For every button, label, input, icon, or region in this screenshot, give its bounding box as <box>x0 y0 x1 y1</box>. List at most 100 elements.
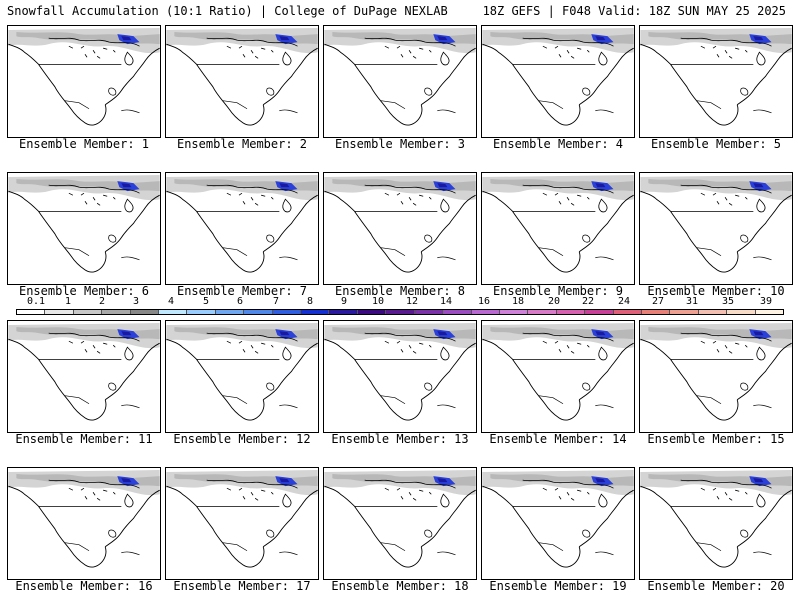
north-america-map <box>8 469 160 568</box>
ensemble-map-16 <box>7 467 161 580</box>
member-label: Ensemble Member: 3 <box>334 137 466 151</box>
north-america-map <box>482 174 634 273</box>
colorbar-tick-label: 3 <box>132 296 140 307</box>
north-america-map <box>166 469 318 568</box>
ensemble-map-9 <box>481 172 635 285</box>
ensemble-map-19 <box>481 467 635 580</box>
colorbar-swatch <box>755 310 783 314</box>
north-america-map <box>640 469 792 568</box>
north-america-map <box>166 322 318 421</box>
ensemble-map-6 <box>7 172 161 285</box>
north-america-map <box>640 27 792 126</box>
north-america-map <box>166 27 318 126</box>
north-america-map <box>640 174 792 273</box>
ensemble-map-12 <box>165 320 319 433</box>
colorbar-tick-label: 20 <box>547 296 561 307</box>
member-label: Ensemble Member: 11 <box>15 432 153 446</box>
north-america-map <box>482 322 634 421</box>
member-label: Ensemble Member: 7 <box>176 284 308 298</box>
colorbar-swatch <box>329 310 358 314</box>
ensemble-map-17 <box>165 467 319 580</box>
colorbar-ticks: 0.1 1 2 3 4 5 6 7 8 9 10 12 14 16 18 20 22 24 27 31 35 39 <box>16 296 784 309</box>
colorbar-swatch <box>187 310 216 314</box>
member-label: Ensemble Member: 16 <box>15 579 153 593</box>
north-america-map <box>166 174 318 273</box>
colorbar-swatch <box>45 310 74 314</box>
north-america-map <box>324 322 476 421</box>
colorbar-swatch <box>414 310 444 314</box>
colorbar-swatch <box>556 310 586 314</box>
colorbar-swatch <box>272 310 302 314</box>
ensemble-map-1 <box>7 25 161 138</box>
north-america-map <box>8 174 160 273</box>
north-america-map <box>8 322 160 421</box>
member-label: Ensemble Member: 4 <box>492 137 624 151</box>
member-label: Ensemble Member: 5 <box>650 137 782 151</box>
ensemble-map-14 <box>481 320 635 433</box>
colorbar-tick-label: 22 <box>581 296 595 307</box>
ensemble-map-10 <box>639 172 793 285</box>
north-america-map <box>8 27 160 126</box>
member-label: Ensemble Member: 1 <box>18 137 150 151</box>
ensemble-map-20 <box>639 467 793 580</box>
ensemble-map-15 <box>639 320 793 433</box>
member-label: Ensemble Member: 20 <box>647 579 785 593</box>
colorbar-tick-label: 35 <box>721 296 735 307</box>
colorbar-swatch <box>215 310 245 314</box>
colorbar-tick-label: 27 <box>651 296 665 307</box>
ensemble-map-3 <box>323 25 477 138</box>
member-label: Ensemble Member: 15 <box>647 432 785 446</box>
colorbar-tick-label: 4 <box>167 296 175 307</box>
colorbar-swatch <box>244 310 273 314</box>
member-label: Ensemble Member: 2 <box>176 137 308 151</box>
ensemble-map-13 <box>323 320 477 433</box>
member-label: Ensemble Member: 17 <box>173 579 311 593</box>
ensemble-map-18 <box>323 467 477 580</box>
ensemble-map-5 <box>639 25 793 138</box>
colorbar-tick-label: 2 <box>98 296 106 307</box>
north-america-map <box>482 27 634 126</box>
map-title: Snowfall Accumulation (10:1 Ratio) | Col… <box>7 4 448 18</box>
colorbar-tick-label: 10 <box>371 296 385 307</box>
ensemble-map-2 <box>165 25 319 138</box>
ensemble-map-11 <box>7 320 161 433</box>
member-label: Ensemble Member: 14 <box>489 432 627 446</box>
north-america-map <box>482 469 634 568</box>
colorbar-swatch <box>698 310 728 314</box>
colorbar-tick-label: 16 <box>477 296 491 307</box>
colorbar-tick-label: 9 <box>340 296 348 307</box>
colorbar-tick-label: 39 <box>759 296 773 307</box>
colorbar-tick-label: 6 <box>236 296 244 307</box>
colorbar-tick-label: 0.1 <box>26 296 46 307</box>
colorbar-tick-label: 5 <box>202 296 210 307</box>
colorbar-swatch <box>727 310 756 314</box>
colorbar-tick-label: 18 <box>511 296 525 307</box>
north-america-map <box>324 469 476 568</box>
colorbar-swatch <box>641 310 671 314</box>
north-america-map <box>324 27 476 126</box>
ensemble-map-7 <box>165 172 319 285</box>
member-label: Ensemble Member: 12 <box>173 432 311 446</box>
member-label: Ensemble Member: 6 <box>18 284 150 298</box>
colorbar-tick-label: 8 <box>306 296 314 307</box>
member-label: Ensemble Member: 10 <box>647 284 785 298</box>
colorbar-swatch <box>17 310 46 314</box>
colorbar-swatch <box>102 310 131 314</box>
member-label: Ensemble Member: 8 <box>334 284 466 298</box>
colorbar-tick-label: 12 <box>405 296 419 307</box>
colorbar-swatch <box>613 310 642 314</box>
colorbar-tick-label: 7 <box>272 296 280 307</box>
colorbar-tick-label: 1 <box>64 296 72 307</box>
valid-time: 18Z GEFS | F048 Valid: 18Z SUN MAY 25 20… <box>482 4 786 18</box>
colorbar-swatch <box>585 310 614 314</box>
ensemble-map-4 <box>481 25 635 138</box>
colorbar <box>16 309 784 315</box>
colorbar-swatch <box>670 310 699 314</box>
north-america-map <box>324 174 476 273</box>
colorbar-tick-label: 14 <box>439 296 453 307</box>
colorbar-swatch <box>301 310 330 314</box>
colorbar-tick-label: 31 <box>685 296 699 307</box>
ensemble-map-8 <box>323 172 477 285</box>
member-label: Ensemble Member: 9 <box>492 284 624 298</box>
colorbar-swatch <box>443 310 472 314</box>
